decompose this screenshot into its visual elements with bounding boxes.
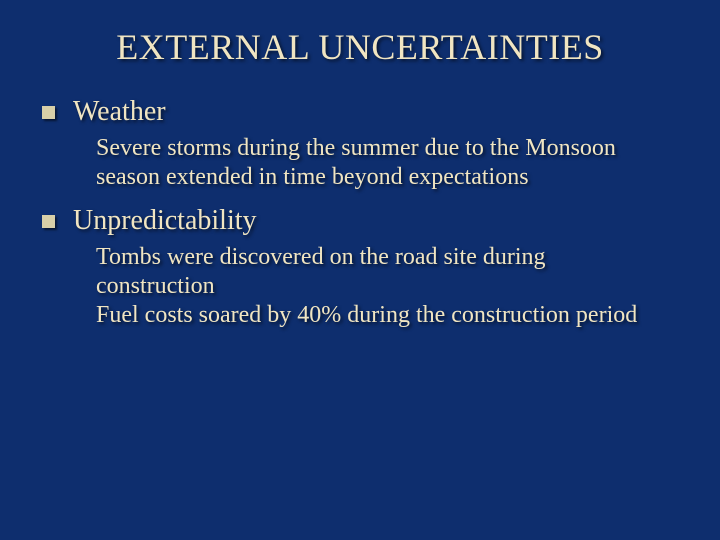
body-weather: Severe storms during the summer due to t… xyxy=(36,134,684,193)
heading-weather: Weather xyxy=(73,96,166,128)
section-weather: Weather Severe storms during the summer … xyxy=(36,96,684,193)
heading-unpredictability: Unpredictability xyxy=(73,205,257,237)
slide-title: EXTERNAL UNCERTAINTIES xyxy=(36,26,684,68)
bullet-item-unpredictability: Unpredictability xyxy=(36,205,684,237)
section-unpredictability: Unpredictability Tombs were discovered o… xyxy=(36,205,684,331)
square-bullet-icon xyxy=(42,215,55,228)
bullet-item-weather: Weather xyxy=(36,96,684,128)
body-unpredictability: Tombs were discovered on the road site d… xyxy=(36,243,684,331)
square-bullet-icon xyxy=(42,106,55,119)
